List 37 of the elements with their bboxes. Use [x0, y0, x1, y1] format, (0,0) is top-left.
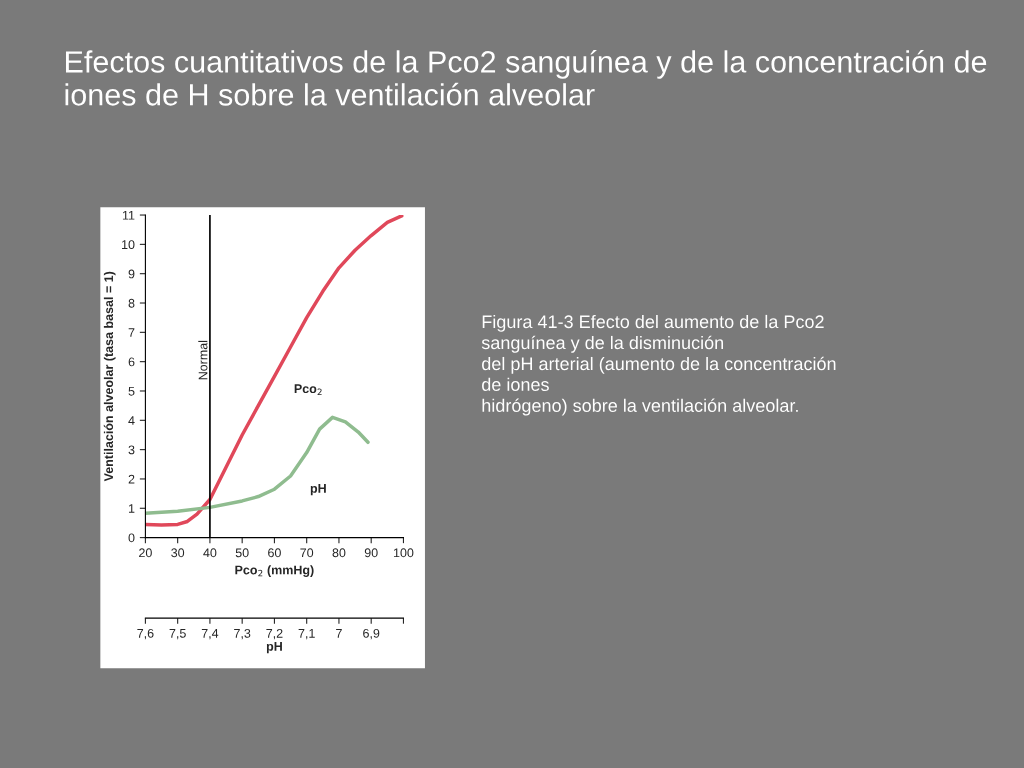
x2-tick-label: 7,4: [201, 629, 219, 640]
y-tick-label: 8: [128, 298, 135, 308]
y-tick-label: 6: [128, 357, 135, 367]
text: Figura 41-3 Efecto del aumento de la Pco2 sanguínea y de la disminución del pH arterial (aumento de la concentración de iones hidrógeno) sobre la ventilación alveolar.: [481, 314, 836, 416]
x2-tick-label: 7,2: [266, 628, 283, 640]
ref-line-label: Normal: [198, 340, 208, 380]
y-tick-label: 3: [128, 445, 135, 455]
y-tick-label: 11: [122, 210, 135, 220]
x2-tick-label: 7,3: [234, 628, 251, 640]
x-tick-label: 60: [268, 548, 281, 558]
x-tick-label: 80: [332, 548, 346, 558]
x2-tick-label: 7: [336, 629, 342, 638]
x2-tick-label: 7,6: [137, 628, 154, 640]
y-tick-label: 7: [128, 328, 135, 337]
y-tick-label: 0: [128, 533, 135, 543]
x-tick-label: 90: [364, 548, 378, 558]
y-tick-label: 5: [128, 386, 135, 396]
x2-tick-label: 7,5: [169, 629, 186, 640]
series-label: pH: [310, 484, 326, 496]
x-tick-label: 20: [139, 548, 152, 558]
y-axis-title: Ventilación alveolar (tasa basal = 1): [103, 271, 116, 482]
x-tick-label: 100: [393, 548, 414, 558]
x-tick-label: 30: [171, 548, 185, 558]
y-tick-label: 1: [128, 504, 135, 513]
x-tick-label: 50: [235, 548, 249, 558]
y-tick-label: 2: [128, 474, 135, 484]
x2-tick-label: 7,1: [298, 629, 315, 640]
x-tick-label: 40: [203, 548, 217, 558]
x-tick-label: 70: [300, 548, 314, 558]
x2-tick-label: 6,9: [363, 628, 380, 640]
series-label: Pco$_{2}$: [294, 384, 322, 396]
x-axis-title: Pco$_{2}$ (mmHg): [235, 565, 314, 577]
x2-axis-title: pH: [266, 642, 282, 654]
y-tick-label: 10: [122, 240, 135, 250]
y-tick-label: 4: [128, 416, 135, 425]
text: Efectos cuantitativos de la Pco2 sanguínea y de la concentración de iones de H sobre la ventilación alveolar: [65, 49, 987, 106]
y-tick-label: 9: [128, 269, 135, 279]
